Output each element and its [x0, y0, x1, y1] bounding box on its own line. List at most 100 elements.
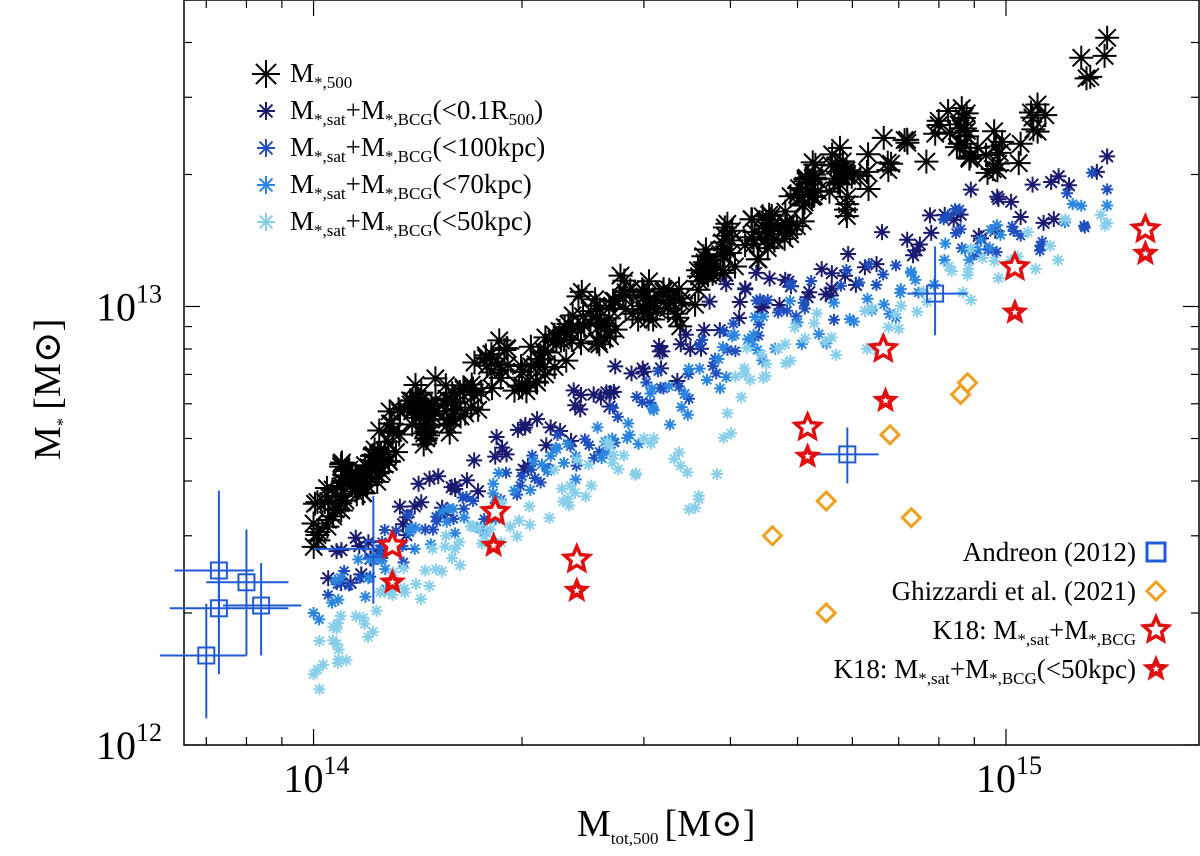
asterisk-marker: [518, 334, 543, 359]
asterisk-marker: [352, 453, 377, 478]
asterisk-marker: [449, 527, 462, 540]
asterisk-marker: [962, 181, 979, 198]
asterisk-marker: [342, 579, 355, 592]
asterisk-marker: [712, 352, 725, 365]
asterisk-marker: [889, 308, 902, 321]
asterisk-marker: [1101, 183, 1114, 196]
diamond-marker: [815, 601, 838, 625]
asterisk-marker: [331, 656, 344, 669]
asterisk-marker: [305, 523, 330, 548]
asterisk-marker: [696, 322, 713, 339]
asterisk-marker: [955, 242, 968, 255]
x-axis-title: Mtot,500 [M⊙]: [577, 803, 755, 848]
asterisk-marker: [847, 315, 860, 328]
asterisk-marker: [825, 331, 838, 344]
plot-frame: [183, 0, 1200, 746]
asterisk-marker: [793, 169, 818, 194]
asterisk-marker: [604, 440, 617, 453]
asterisk-marker: [585, 386, 602, 403]
asterisk-marker: [487, 477, 500, 490]
axis-ticks: [184, 0, 1199, 746]
asterisk-marker: [353, 566, 370, 583]
asterisk-marker: [983, 241, 996, 254]
star-filled-marker: [793, 442, 822, 468]
asterisk-marker: [1033, 103, 1058, 128]
legend-label: M*,sat+M*,BCG(<70kpc): [290, 169, 532, 203]
asterisk-marker: [949, 96, 974, 121]
asterisk-marker: [612, 463, 625, 476]
asterisk-marker: [551, 429, 564, 442]
asterisk-marker: [668, 314, 693, 339]
asterisk-marker: [381, 420, 406, 445]
asterisk-marker: [974, 143, 999, 168]
asterisk-marker: [427, 523, 440, 536]
asterisk-marker: [363, 553, 376, 566]
asterisk-marker: [812, 328, 825, 341]
asterisk-marker: [362, 631, 375, 644]
star-filled-marker: [1131, 239, 1160, 266]
series-6: [761, 371, 979, 625]
asterisk-marker: [597, 306, 622, 331]
asterisk-marker: [945, 264, 958, 277]
asterisk-marker: [586, 329, 611, 354]
asterisk-marker: [646, 402, 659, 415]
asterisk-marker: [962, 262, 975, 275]
asterisk-marker: [474, 353, 499, 378]
asterisk-marker: [823, 265, 840, 282]
asterisk-marker: [588, 451, 601, 464]
asterisk-marker: [330, 622, 343, 635]
asterisk-marker: [975, 160, 1000, 185]
diamond-marker: [815, 489, 838, 513]
asterisk-marker: [712, 260, 737, 285]
asterisk-marker: [687, 269, 712, 294]
asterisk-marker: [952, 116, 977, 141]
asterisk-marker: [433, 373, 458, 398]
asterisk-marker: [682, 340, 699, 357]
asterisk-marker: [443, 479, 460, 496]
asterisk-marker: [443, 391, 468, 416]
asterisk-marker: [1036, 235, 1049, 248]
asterisk-marker: [1066, 197, 1079, 210]
asterisk-marker: [936, 98, 961, 123]
asterisk-marker: [799, 332, 812, 345]
asterisk-marker: [693, 362, 706, 375]
asterisk-marker: [635, 363, 652, 380]
asterisk-marker: [1078, 221, 1091, 234]
asterisk-marker: [387, 422, 412, 447]
asterisk-marker: [331, 578, 344, 591]
asterisk-marker: [827, 296, 840, 309]
asterisk-marker: [495, 496, 508, 509]
asterisk-marker: [783, 277, 796, 290]
asterisk-marker: [492, 338, 517, 363]
asterisk-marker: [414, 593, 427, 606]
asterisk-marker: [305, 490, 330, 515]
asterisk-marker: [860, 342, 873, 355]
asterisk-marker: [315, 507, 340, 532]
asterisk-marker: [689, 501, 702, 514]
asterisk-marker: [937, 120, 962, 145]
asterisk-marker: [651, 337, 668, 354]
asterisk-marker: [439, 540, 452, 553]
asterisk-marker: [693, 339, 706, 352]
asterisk-marker: [984, 223, 997, 236]
asterisk-marker: [750, 294, 763, 307]
asterisk-marker: [783, 295, 796, 308]
asterisk-marker: [711, 242, 736, 267]
series-0: [301, 25, 1120, 559]
asterisk-marker: [657, 288, 682, 313]
asterisk-marker: [306, 528, 331, 553]
legend-label: M*,sat+M*,BCG(<0.1R500): [290, 95, 543, 129]
asterisk-marker: [525, 463, 538, 476]
star-open-marker: [790, 409, 825, 442]
asterisk-marker: [418, 407, 443, 432]
asterisk-marker: [345, 466, 370, 491]
asterisk-marker: [1099, 148, 1116, 165]
asterisk-marker: [617, 449, 630, 462]
asterisk-marker: [693, 340, 710, 357]
asterisk-marker: [822, 287, 839, 304]
asterisk-marker: [899, 231, 916, 248]
asterisk-marker: [430, 468, 447, 485]
asterisk-marker: [855, 159, 880, 184]
asterisk-marker: [573, 386, 590, 403]
